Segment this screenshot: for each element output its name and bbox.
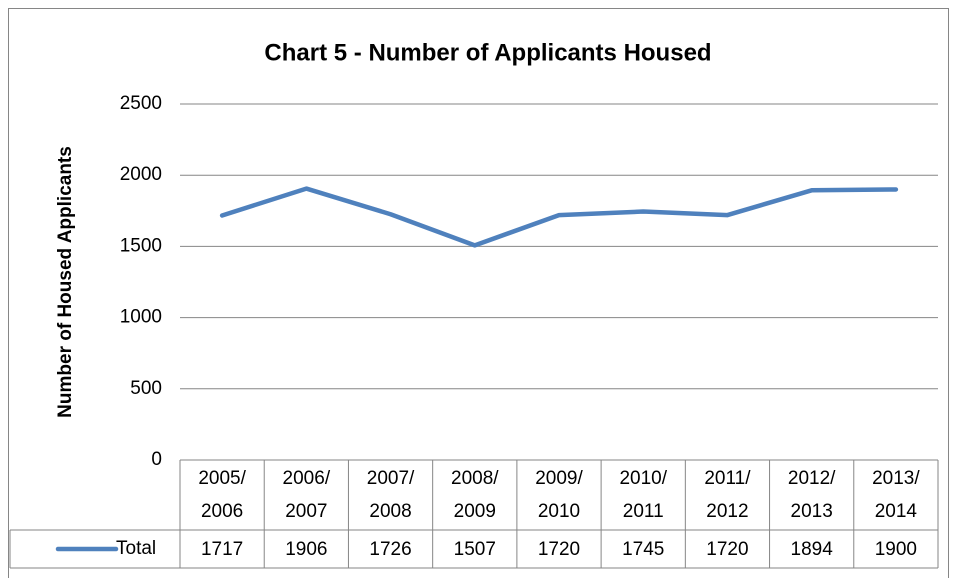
table-value: 1906 [285,539,327,560]
x-tick-label-line: 2012 [706,501,748,522]
x-tick-label: 2012/2013 [788,468,836,522]
table-value: 1717 [201,539,243,560]
x-tick-label: 2005/2006 [198,468,246,522]
x-tick-label-line: 2011/ [704,468,751,489]
x-tick-label-line: 2012/ [788,468,836,489]
x-tick-label: 2011/2012 [704,468,751,522]
x-tick-label: 2010/2011 [619,468,667,522]
x-tick-label-line: 2006/ [283,468,331,489]
x-tick-label-line: 2013 [791,501,833,522]
x-tick-label-line: 2009 [454,501,496,522]
y-tick-label: 2000 [120,164,162,185]
y-tick-label: 500 [130,378,162,399]
y-tick-label: 0 [151,449,162,470]
table-value: 1894 [791,539,834,560]
x-tick-label-line: 2008/ [451,468,499,489]
x-tick-label-line: 2013/ [872,468,920,489]
chart-border [8,8,949,578]
table-value: 1720 [706,539,748,560]
series-line [219,186,899,248]
x-tick-label-line: 2008 [369,501,411,522]
y-tick-label: 2500 [120,93,162,114]
x-tick-label-line: 2009/ [535,468,583,489]
x-tick-label: 2006/2007 [283,468,331,522]
x-tick-label-line: 2011 [623,501,664,522]
x-tick-label: 2013/2014 [872,468,920,522]
x-tick-label-line: 2010 [538,501,580,522]
table-value: 1900 [875,539,917,560]
x-tick-label-line: 2010/ [619,468,667,489]
x-tick-label: 2007/2008 [367,468,415,522]
x-tick-label-line: 2007/ [367,468,415,489]
table-value: 1726 [369,539,411,560]
y-tick-label: 1000 [120,307,162,328]
table-value: 1720 [538,539,580,560]
y-axis-label: Number of Housed Applicants [55,146,76,418]
y-tick-label: 1500 [120,235,162,256]
x-tick-label-line: 2007 [285,501,327,522]
x-tick-label-line: 2006 [201,501,243,522]
x-tick-label-line: 2005/ [198,468,246,489]
chart-title: Chart 5 - Number of Applicants Housed [264,39,711,66]
legend-label: Total [116,538,156,559]
x-tick-label-line: 2014 [875,501,918,522]
table-value: 1745 [622,539,664,560]
x-tick-label: 2009/2010 [535,468,583,522]
x-tick-label: 2008/2009 [451,468,499,522]
table-value: 1507 [454,539,496,560]
